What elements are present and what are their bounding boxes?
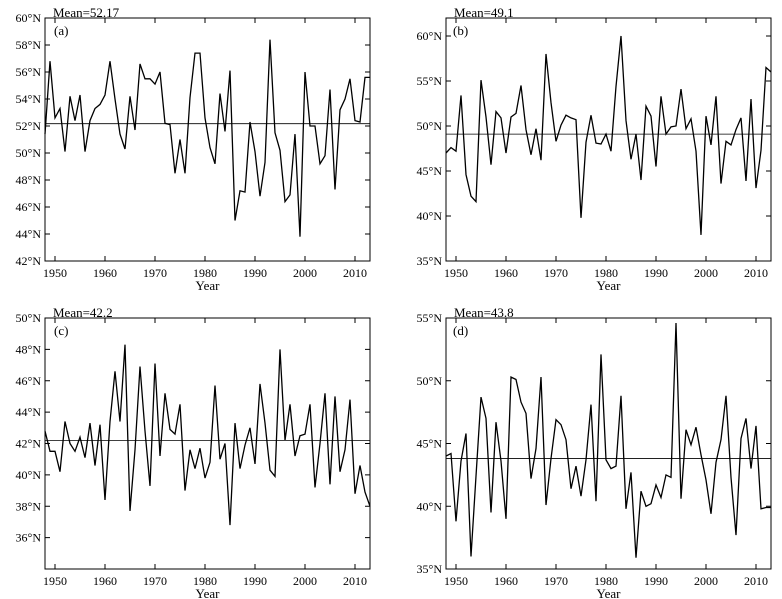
chart-panel-c: Mean=42.2 (c) 36°N 38°N 40°N 42°N 44°N 46°N 48°N…: [16, 305, 371, 599]
chart-panel-d: Mean=43.8 (d) 35°N 40°N 45°N 50°N 55°N 1950 1960…: [417, 305, 772, 599]
x-tick-label: 1990: [644, 266, 668, 280]
x-tick-label: 2000: [293, 574, 317, 588]
y-tick-label: 50°N: [417, 374, 443, 388]
plot-frame: [445, 17, 772, 262]
x-tick-label: 1950: [444, 574, 468, 588]
panel-label: (b): [453, 23, 468, 38]
x-tick-label: 1990: [243, 574, 267, 588]
mean-label: Mean=42.2: [53, 305, 113, 320]
x-tick-label: 2000: [694, 574, 718, 588]
y-tick-label: 46°N: [16, 374, 42, 388]
panel-label: (d): [453, 323, 468, 338]
y-tick-label: 56°N: [16, 65, 42, 79]
series-line: [445, 322, 771, 558]
y-tick-label: 52°N: [16, 119, 42, 133]
x-tick-label: 1990: [243, 266, 267, 280]
y-tick-label: 55°N: [417, 311, 443, 325]
series-line: [445, 35, 772, 235]
y-tick-label: 35°N: [417, 562, 443, 576]
x-tick-label: 2010: [744, 266, 768, 280]
x-axis-label: Year: [597, 278, 622, 293]
x-tick-label: 1950: [43, 574, 67, 588]
y-tick-label: 58°N: [16, 38, 42, 52]
mean-label: Mean=49.1: [454, 5, 514, 20]
x-tick-label: 1970: [544, 266, 568, 280]
x-tick-label: 2000: [293, 266, 317, 280]
y-tick-label: 40°N: [417, 499, 443, 513]
y-tick-label: 40°N: [417, 209, 443, 223]
x-tick-label: 1980: [193, 574, 217, 588]
plot-frame: [44, 17, 371, 262]
x-tick-label: 1990: [644, 574, 668, 588]
x-tick-label: 1950: [43, 266, 67, 280]
x-tick-label: 2000: [694, 266, 718, 280]
chart-panel-b: Mean=49.1 (b) 35°N 40°N 45°N 50°N 55°N 60°N 1950…: [417, 5, 772, 293]
mean-label: Mean=43.8: [454, 305, 514, 320]
y-tick-label: 45°N: [417, 164, 443, 178]
x-tick-label: 2010: [744, 574, 768, 588]
x-tick-label: 1960: [494, 266, 518, 280]
y-tick-label: 50°N: [16, 311, 42, 325]
x-tick-label: 1980: [594, 266, 618, 280]
x-tick-label: 1970: [544, 574, 568, 588]
x-tick-label: 1960: [93, 266, 117, 280]
y-tick-label: 54°N: [16, 92, 42, 106]
y-tick-label: 44°N: [16, 405, 42, 419]
y-tick-label: 42°N: [16, 437, 42, 451]
x-tick-label: 1970: [143, 266, 167, 280]
mean-label: Mean=52.17: [53, 5, 120, 20]
x-axis-label: Year: [196, 278, 221, 293]
y-tick-label: 38°N: [16, 499, 42, 513]
x-tick-label: 1980: [594, 574, 618, 588]
y-tick-label: 55°N: [417, 74, 443, 88]
y-tick-label: 50°N: [417, 119, 443, 133]
series-line: [44, 344, 371, 526]
y-tick-label: 44°N: [16, 227, 42, 241]
x-tick-label: 1980: [193, 266, 217, 280]
panel-label: (a): [54, 23, 68, 38]
y-tick-label: 36°N: [16, 531, 42, 545]
plot-frame: [44, 317, 371, 570]
x-tick-label: 1970: [143, 574, 167, 588]
y-tick-label: 48°N: [16, 173, 42, 187]
y-tick-label: 35°N: [417, 254, 443, 268]
y-tick-label: 42°N: [16, 254, 42, 268]
y-tick-label: 48°N: [16, 342, 42, 356]
panel-label: (c): [54, 323, 68, 338]
x-tick-label: 2010: [343, 266, 367, 280]
chart-panel-a: Mean=52.17 (a) 42°N 44°N 46°N 48°N 50°N 52°N 54°…: [16, 5, 371, 293]
x-tick-label: 1950: [444, 266, 468, 280]
y-tick-label: 60°N: [16, 11, 42, 25]
x-tick-label: 2010: [343, 574, 367, 588]
x-tick-label: 1960: [93, 574, 117, 588]
y-tick-label: 60°N: [417, 29, 443, 43]
y-tick-label: 46°N: [16, 200, 42, 214]
y-tick-label: 40°N: [16, 468, 42, 482]
series-line: [44, 39, 370, 237]
x-tick-label: 1960: [494, 574, 518, 588]
y-tick-label: 45°N: [417, 437, 443, 451]
x-axis-label: Year: [597, 586, 622, 599]
y-tick-label: 50°N: [16, 146, 42, 160]
x-axis-label: Year: [196, 586, 221, 599]
